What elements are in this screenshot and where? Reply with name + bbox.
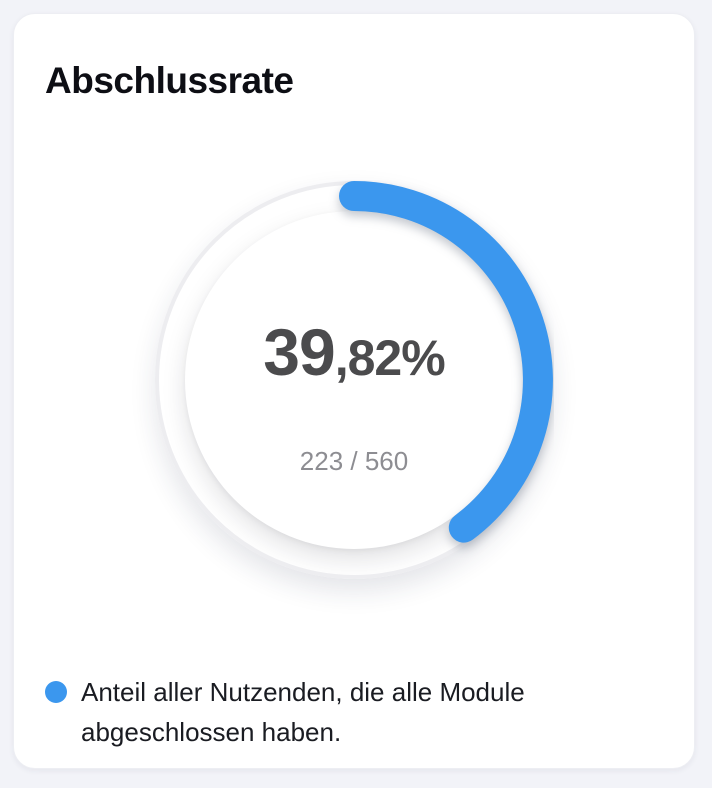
gauge-progress-arc [339,181,553,543]
percent-value: 39,82% [263,319,446,404]
gauge-section: 39,82% 223 / 560 [45,180,663,580]
ratio-label: 223 / 560 [299,445,409,476]
gauge-center-label: 39,82% 223 / 560 [185,228,523,566]
completion-rate-card: Abschlussrate 39,82% 223 / 560 Anteil al… [13,13,695,769]
legend-marker-dot [45,681,67,703]
legend-item[interactable]: Anteil aller Nutzenden, die alle Module … [45,672,663,752]
gauge-chart-svg [155,181,553,579]
percent-value-fraction: ,82% [334,329,446,386]
percent-value-integer: 39 [263,314,335,389]
legend-text: Anteil aller Nutzenden, die alle Module … [81,677,525,747]
card-title: Abschlussrate [45,60,294,101]
gauge-hollow-circle [185,211,523,549]
completion-gauge: 39,82% 223 / 560 [154,180,554,580]
